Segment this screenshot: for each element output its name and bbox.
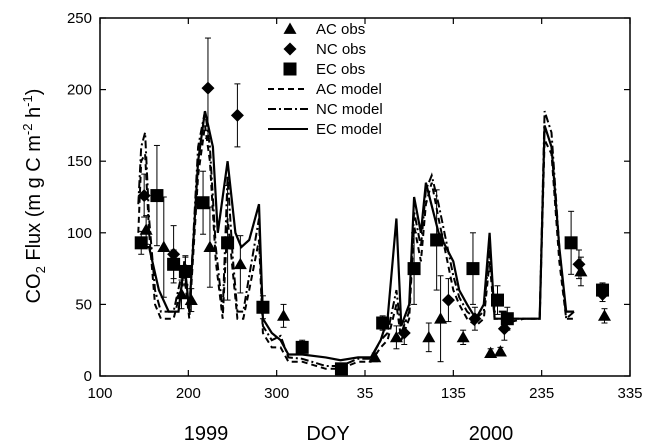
data-point-ac-obs — [434, 312, 448, 324]
legend-label: NC model — [316, 101, 383, 118]
observation-markers — [134, 37, 611, 376]
legend-label: AC model — [316, 81, 382, 98]
data-point-nc-obs — [397, 326, 411, 340]
data-point-nc-obs — [441, 293, 455, 307]
series-line-ac-model — [137, 125, 575, 370]
data-point-ac-obs — [233, 257, 247, 270]
data-point-ac-obs — [422, 330, 436, 343]
data-point-ec-obs — [295, 340, 309, 354]
data-point-nc-obs — [572, 257, 586, 271]
y-tick-label: 100 — [67, 225, 92, 242]
x-tick-label: 135 — [441, 385, 466, 402]
y-tick-label: 200 — [67, 82, 92, 99]
x-axis-ticks: 100 200 300 35 135 235 335 — [87, 18, 643, 402]
y-axis-ticks: 0 50 100 150 200 250 — [67, 10, 630, 385]
data-point-ec-obs — [564, 236, 578, 250]
data-point-ec-obs — [150, 189, 164, 203]
legend-label: EC obs — [316, 61, 365, 78]
legend-label: NC obs — [316, 41, 366, 58]
data-point-ac-obs — [157, 240, 171, 252]
data-point-ac-obs — [389, 330, 403, 343]
data-point-ec-obs — [334, 362, 348, 376]
x-axis-label: DOY — [306, 423, 349, 445]
legend-label: EC model — [316, 121, 382, 138]
data-point-nc-obs — [201, 81, 215, 95]
data-point-ac-obs — [368, 350, 382, 363]
data-point-ac-obs — [174, 287, 188, 300]
data-point-ec-obs — [196, 196, 210, 210]
data-point-nc-obs — [468, 312, 482, 326]
x-tick-label: 35 — [357, 385, 374, 402]
data-point-ac-obs — [484, 346, 498, 358]
legend: AC obs NC obs EC obs AC model NC model EC mod… — [268, 21, 383, 138]
y-tick-label: 150 — [67, 153, 92, 170]
data-point-ec-obs — [500, 312, 514, 326]
data-point-ec-obs — [376, 316, 390, 330]
data-point-ec-obs — [178, 264, 192, 278]
legend-label: AC obs — [316, 21, 365, 38]
x-tick-label: 200 — [176, 385, 201, 402]
year-label-2000: 2000 — [469, 423, 514, 445]
data-point-ac-obs — [139, 223, 153, 235]
data-point-ec-obs — [407, 262, 421, 276]
x-tick-label: 300 — [264, 385, 289, 402]
data-point-ec-obs — [221, 236, 235, 250]
legend-marker-nc-obs — [283, 42, 297, 56]
data-point-ec-obs — [167, 257, 181, 271]
data-point-nc-obs — [230, 108, 244, 122]
data-point-ac-obs — [277, 309, 291, 321]
x-tick-label: 100 — [87, 385, 112, 402]
data-point-ec-obs — [491, 293, 504, 307]
data-point-ec-obs — [466, 262, 480, 276]
legend-marker-ac-obs — [283, 22, 297, 34]
data-point-ec-obs — [256, 300, 270, 314]
y-tick-label: 0 — [84, 368, 92, 385]
data-point-ec-obs — [596, 283, 610, 297]
y-tick-label: 250 — [67, 10, 92, 27]
data-point-ac-obs — [493, 345, 507, 357]
data-point-ec-obs — [430, 233, 444, 247]
x-tick-label: 235 — [529, 385, 554, 402]
y-axis-label: CO2 Flux (m g C m-2 h-1) — [20, 89, 48, 304]
year-label-1999: 1999 — [184, 423, 229, 445]
series-line-nc-model — [137, 110, 575, 367]
y-tick-label: 50 — [75, 296, 92, 313]
data-point-ec-obs — [134, 236, 148, 250]
data-point-ac-obs — [184, 293, 198, 305]
data-point-ac-obs — [203, 240, 217, 252]
data-point-ac-obs — [456, 330, 470, 343]
data-point-nc-obs — [137, 189, 151, 203]
x-tick-label: 335 — [617, 385, 642, 402]
legend-marker-ec-obs — [283, 62, 297, 76]
data-point-ac-obs — [574, 264, 588, 277]
data-point-ac-obs — [597, 309, 611, 321]
